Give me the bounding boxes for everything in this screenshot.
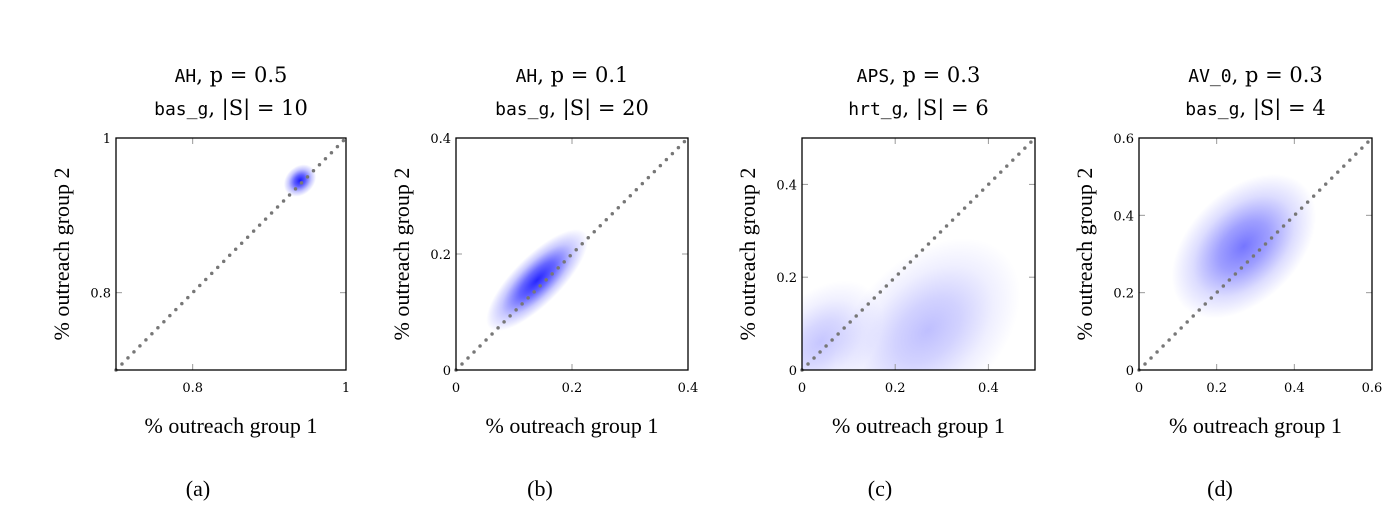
panel-caption: (a)	[186, 476, 210, 501]
y-tick-label: 0.2	[776, 271, 797, 286]
title-rest: , |S| = 20	[549, 96, 649, 121]
panel-b: AH, p = 0.1 bas_g, |S| = 20 0 0.2 0.4 0 0.2 0.4…	[389, 63, 698, 501]
x-axis-label: % outreach group 1	[486, 413, 659, 438]
density-layer	[283, 164, 317, 197]
y-axis-label: % outreach group 2	[389, 168, 414, 341]
y-tick-label: 0.4	[1113, 209, 1134, 224]
panel-title-line1: AH, p = 0.5	[175, 63, 288, 87]
y-tick-label: 0.2	[1113, 287, 1134, 302]
y-tick-label: 0.2	[430, 248, 451, 263]
x-tick-label: 0.2	[885, 381, 906, 396]
density-layer	[1171, 174, 1317, 319]
x-tick-label: 0.4	[678, 381, 699, 396]
title-code: AH	[175, 66, 197, 87]
plot-frame	[1138, 137, 1373, 371]
y-axis-label: % outreach group 2	[49, 168, 74, 341]
panel-title-line1: APS, p = 0.3	[857, 63, 981, 87]
title-code: hrt_g	[848, 99, 902, 120]
title-code: bas_g	[154, 99, 208, 120]
y-tick-label: 0.4	[430, 132, 451, 147]
plot-frame	[455, 137, 689, 371]
x-tick-label: 0.4	[1284, 381, 1305, 396]
title-rest: , |S| = 6	[902, 96, 988, 121]
x-tick-label: 0.4	[978, 381, 999, 396]
panel-title-line1: AH, p = 0.1	[516, 63, 629, 87]
title-code: AH	[516, 66, 538, 87]
panel-title-line1: AV_0, p = 0.3	[1188, 63, 1323, 87]
title-rest: , p = 0.3	[1232, 63, 1323, 87]
y-axis-label: % outreach group 2	[1072, 168, 1097, 341]
panel-c: APS, p = 0.3 hrt_g, |S| = 6 0 0.2 0.4 0 0.2 0.4…	[735, 63, 1037, 501]
panel-title-line2: bas_g, |S| = 10	[154, 96, 308, 121]
density-layer	[802, 238, 1021, 370]
x-tick-label: 0	[798, 381, 806, 396]
density-cluster	[802, 280, 883, 370]
plot-frame	[115, 137, 347, 371]
x-tick-label: 1	[342, 381, 350, 396]
panel-title-line2: bas_g, |S| = 4	[1185, 96, 1325, 121]
title-rest: , p = 0.3	[889, 63, 980, 87]
density-cluster	[283, 164, 317, 197]
title-code: AV_0	[1188, 66, 1231, 87]
x-tick-label: 0.2	[1206, 381, 1227, 396]
x-tick-label: 0.2	[562, 381, 583, 396]
y-tick-label: 0.8	[90, 287, 111, 302]
y-tick-label: 0.6	[1113, 132, 1134, 147]
panel-d: AV_0, p = 0.3 bas_g, |S| = 4 0 0.2 0.4 0.6 0 0.…	[1072, 63, 1382, 501]
title-code: bas_g	[1185, 99, 1239, 120]
title-rest: , |S| = 10	[208, 96, 308, 121]
panel-title-line2: hrt_g, |S| = 6	[848, 96, 988, 121]
density-layer	[486, 229, 589, 332]
panel-caption: (d)	[1207, 476, 1233, 501]
density-cluster	[835, 238, 1021, 370]
density-cluster	[1171, 174, 1317, 319]
x-axis-label: % outreach group 1	[1169, 413, 1342, 438]
x-tick-label: 0	[452, 381, 460, 396]
x-axis-label: % outreach group 1	[145, 413, 318, 438]
x-axis-label: % outreach group 1	[832, 413, 1005, 438]
title-code: APS	[857, 66, 890, 87]
panel-title-line2: bas_g, |S| = 20	[495, 96, 649, 121]
y-axis-label: % outreach group 2	[735, 168, 760, 341]
panel-caption: (c)	[868, 476, 892, 501]
title-rest: , p = 0.1	[537, 63, 628, 87]
x-tick-label: 0.8	[182, 381, 203, 396]
x-tick-label: 0	[1135, 381, 1143, 396]
diagonal-line	[454, 136, 690, 372]
title-rest: , |S| = 4	[1239, 96, 1325, 121]
y-tick-label: 0	[1126, 364, 1134, 379]
y-tick-label: 0	[443, 364, 451, 379]
y-tick-label: 1	[103, 132, 111, 147]
panel-caption: (b)	[527, 476, 553, 501]
plot-frame	[801, 137, 1036, 371]
title-rest: , p = 0.5	[196, 63, 287, 87]
panel-a: AH, p = 0.5 bas_g, |S| = 10 0.8 1 0.8 1 % outr…	[49, 63, 350, 501]
density-cluster	[486, 229, 589, 332]
title-code: bas_g	[495, 99, 549, 120]
y-tick-label: 0	[789, 364, 797, 379]
x-tick-label: 0.6	[1362, 381, 1383, 396]
diagonal-line	[114, 136, 348, 372]
y-tick-label: 0.4	[776, 178, 797, 193]
